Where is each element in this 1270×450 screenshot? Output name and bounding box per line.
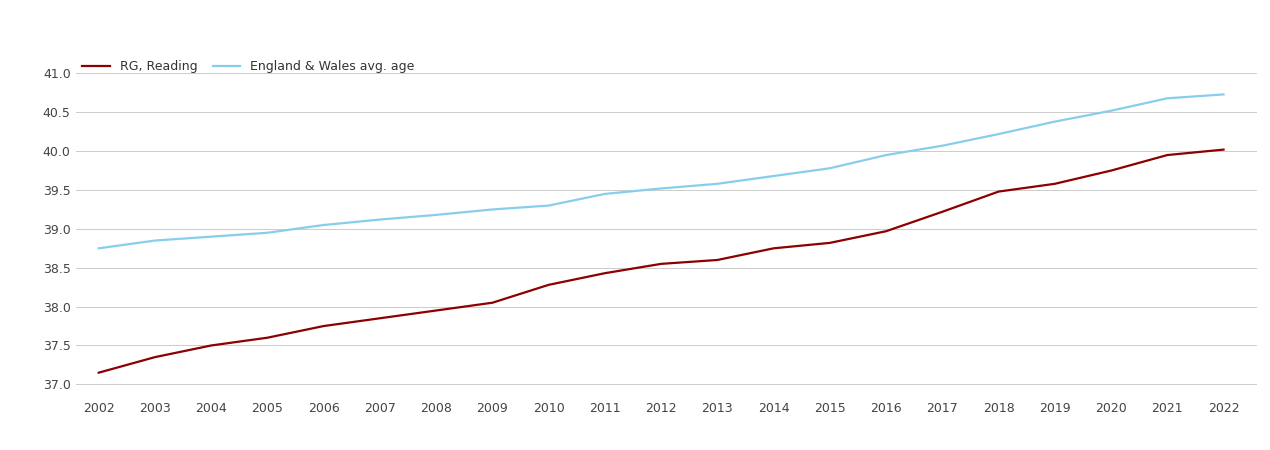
England & Wales avg. age <box>316 222 331 228</box>
RG, Reading <box>372 315 387 321</box>
RG, Reading <box>316 324 331 329</box>
England & Wales avg. age <box>879 153 894 158</box>
RG, Reading <box>260 335 276 340</box>
RG, Reading <box>1048 181 1063 186</box>
England & Wales avg. age <box>91 246 107 251</box>
England & Wales avg. age <box>1160 95 1175 101</box>
Line: RG, Reading: RG, Reading <box>99 149 1223 373</box>
RG, Reading <box>654 261 669 266</box>
England & Wales avg. age <box>935 143 950 148</box>
England & Wales avg. age <box>654 186 669 191</box>
RG, Reading <box>991 189 1006 194</box>
RG, Reading <box>147 355 163 360</box>
RG, Reading <box>597 270 612 276</box>
Legend: RG, Reading, England & Wales avg. age: RG, Reading, England & Wales avg. age <box>83 60 414 73</box>
Line: England & Wales avg. age: England & Wales avg. age <box>99 94 1223 248</box>
England & Wales avg. age <box>822 166 837 171</box>
England & Wales avg. age <box>147 238 163 243</box>
England & Wales avg. age <box>1215 92 1231 97</box>
RG, Reading <box>1215 147 1231 152</box>
RG, Reading <box>1104 168 1119 173</box>
England & Wales avg. age <box>991 131 1006 137</box>
RG, Reading <box>710 257 725 263</box>
RG, Reading <box>879 229 894 234</box>
RG, Reading <box>91 370 107 375</box>
England & Wales avg. age <box>597 191 612 197</box>
England & Wales avg. age <box>203 234 218 239</box>
England & Wales avg. age <box>428 212 443 218</box>
England & Wales avg. age <box>710 181 725 186</box>
England & Wales avg. age <box>541 203 556 208</box>
RG, Reading <box>203 343 218 348</box>
England & Wales avg. age <box>372 217 387 222</box>
England & Wales avg. age <box>1104 108 1119 113</box>
RG, Reading <box>541 282 556 288</box>
RG, Reading <box>766 246 781 251</box>
England & Wales avg. age <box>766 173 781 179</box>
England & Wales avg. age <box>260 230 276 235</box>
RG, Reading <box>485 300 500 306</box>
RG, Reading <box>935 209 950 215</box>
RG, Reading <box>428 308 443 313</box>
England & Wales avg. age <box>1048 119 1063 124</box>
RG, Reading <box>822 240 837 246</box>
England & Wales avg. age <box>485 207 500 212</box>
RG, Reading <box>1160 153 1175 158</box>
